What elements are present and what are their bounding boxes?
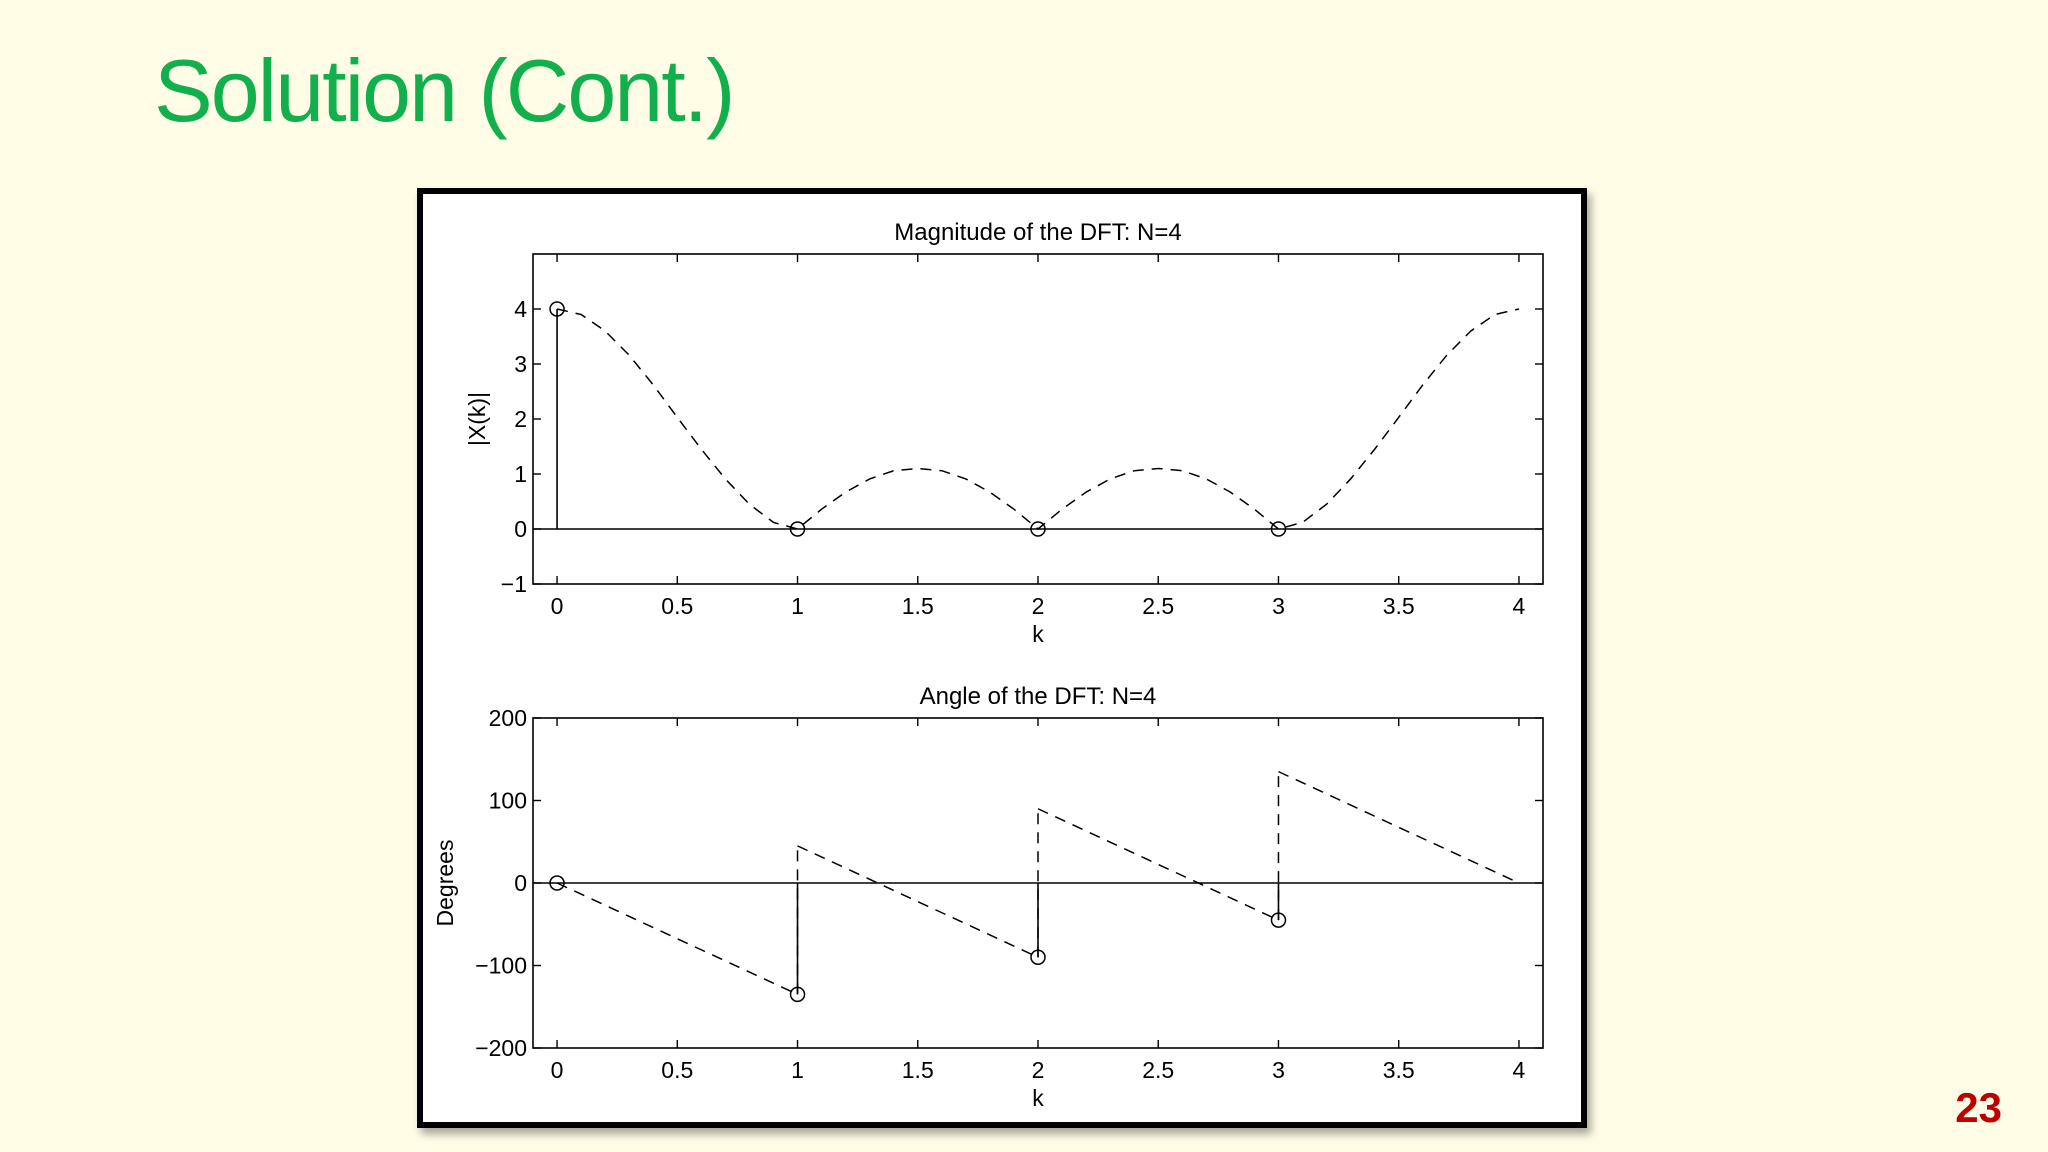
x-tick-label: 3.5	[1383, 593, 1415, 619]
x-tick-label: 1	[791, 593, 804, 619]
x-tick-label: 0	[551, 1057, 564, 1083]
dashed-curve	[556, 308, 1520, 530]
stem-marker	[549, 875, 565, 891]
figure-frame: Magnitude of the DFT: N=4 0 0.5 1 1.5 2 2.5 3 3.…	[417, 188, 1587, 1128]
y-tick-label: 200	[489, 705, 527, 731]
x-tick-label: 2	[1032, 1057, 1045, 1083]
stem-marker	[1030, 521, 1046, 537]
y-tick-label: −100	[475, 953, 527, 979]
x-tick-label: 0.5	[661, 1057, 693, 1083]
x-tick-label: 0	[551, 593, 564, 619]
y-tick-label: −200	[475, 1035, 527, 1061]
dashed-segment	[1037, 808, 1279, 921]
stem-marker	[1270, 912, 1287, 928]
y-tick-label: −1	[501, 571, 527, 597]
y-tick-label: 0	[514, 516, 527, 542]
x-tick-label: 0.5	[661, 593, 693, 619]
stem-marker	[789, 521, 806, 537]
subplot-1: Magnitude of the DFT: N=4 0 0.5 1 1.5 2 2.5 3 3.…	[464, 219, 1544, 647]
chart-title: Angle of the DFT: N=4	[920, 683, 1157, 710]
axes-box	[532, 253, 1544, 585]
x-tick-label: 4	[1513, 1057, 1526, 1083]
stem-marker	[1270, 521, 1287, 537]
y-tick-label: 100	[489, 788, 527, 814]
y-axis-label: Degrees	[432, 840, 458, 927]
page-number: 23	[1955, 1084, 2002, 1131]
chart-title: Magnitude of the DFT: N=4	[894, 219, 1181, 246]
y-axis-label: |X(k)|	[464, 392, 490, 446]
y-tick-label: 4	[514, 296, 527, 322]
x-axis-label: k	[1032, 1085, 1044, 1111]
stem-marker	[1030, 949, 1046, 965]
x-tick-label: 2.5	[1142, 593, 1174, 619]
x-tick-label: 3.5	[1383, 1057, 1415, 1083]
x-tick-label: 3	[1272, 1057, 1285, 1083]
x-axis-label: k	[1032, 621, 1044, 647]
stem-marker	[549, 301, 565, 317]
slide-title: Solution (Cont.)	[154, 41, 735, 140]
x-tick-label: 3	[1272, 593, 1285, 619]
y-tick-label: 2	[514, 406, 527, 432]
x-tick-label: 4	[1513, 593, 1526, 619]
y-tick-label: 0	[514, 870, 527, 896]
dashed-segment	[1278, 770, 1520, 884]
dashed-segment	[797, 845, 1039, 958]
dft-figure: Magnitude of the DFT: N=4 0 0.5 1 1.5 2 2.5 3 3.…	[432, 219, 1544, 1111]
y-tick-label: 3	[514, 351, 527, 377]
x-tick-label: 1.5	[902, 1057, 934, 1083]
y-tick-label: 1	[514, 461, 527, 487]
subplot-2: Angle of the DFT: N=4 0 0.5 1 1.5 2 2.5 3 3.5 4 −2…	[432, 683, 1544, 1111]
x-tick-label: 2.5	[1142, 1057, 1174, 1083]
dashed-segment	[556, 882, 798, 996]
stem-marker	[789, 986, 806, 1003]
x-tick-label: 2	[1032, 593, 1045, 619]
x-tick-label: 1.5	[902, 593, 934, 619]
x-tick-label: 1	[791, 1057, 804, 1083]
